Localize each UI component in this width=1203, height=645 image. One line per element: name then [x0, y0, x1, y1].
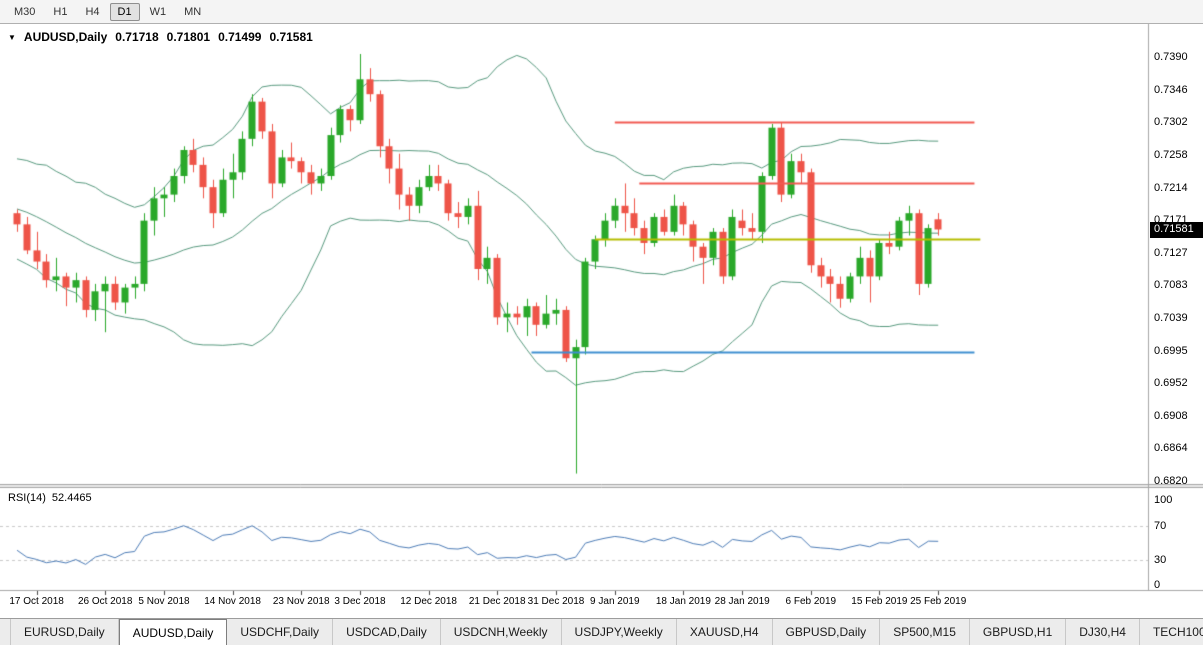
chart-window: ▼ AUDUSD,Daily 0.71718 0.71801 0.71499 0…	[0, 24, 1203, 618]
tab-dj30-h4[interactable]: DJ30,H4	[1066, 619, 1140, 645]
date-axis-label: 26 Oct 2018	[77, 596, 133, 607]
chart-high-value: 0.71801	[166, 30, 211, 44]
tab-gbpusd-daily[interactable]: GBPUSD,Daily	[773, 619, 881, 645]
price-axis-label: 0.6908	[1154, 409, 1188, 422]
period-button-h4[interactable]: H4	[85, 5, 100, 18]
chart-symbol-period: AUDUSD,Daily	[23, 30, 108, 44]
chart-title: ▼ AUDUSD,Daily 0.71718 0.71801 0.71499 0…	[8, 30, 313, 44]
date-axis-label: 14 Nov 2018	[204, 596, 261, 607]
period-button-h1[interactable]: H1	[53, 5, 68, 18]
tab-eurusd-daily[interactable]: EURUSD,Daily	[10, 619, 119, 645]
price-axis-label: 0.7039	[1154, 312, 1188, 325]
date-axis-label: 12 Dec 2018	[400, 596, 457, 607]
rsi-indicator-label: RSI(14) 52.4465	[8, 492, 92, 504]
date-axis-label: 3 Dec 2018	[334, 596, 386, 607]
timeframe-toolbar: M30 H1 H4 D1 W1 MN	[0, 0, 1203, 24]
price-axis-label: 0.6820	[1154, 475, 1188, 487]
date-axis-label: 18 Jan 2019	[655, 596, 711, 607]
current-price-badge: 0.71581	[1150, 221, 1203, 238]
date-axis-label: 25 Feb 2019	[910, 596, 967, 607]
period-button-mn[interactable]: MN	[184, 5, 202, 18]
date-axis-label: 6 Feb 2019	[785, 596, 837, 607]
price-chart-canvas[interactable]	[0, 24, 1203, 618]
date-axis-label: 21 Dec 2018	[468, 596, 526, 607]
price-axis-label: 0.7127	[1154, 246, 1188, 259]
price-axis-label: 0.7390	[1154, 51, 1188, 63]
rsi-value: 52.4465	[51, 492, 92, 504]
chart-tabs-bar: EURUSD,Daily AUDUSD,Daily USDCHF,Daily USDC…	[0, 618, 1203, 645]
rsi-axis-label: 30	[1154, 553, 1167, 566]
chart-dropdown-icon[interactable]: ▼	[8, 33, 16, 42]
price-axis-label: 0.6995	[1154, 344, 1188, 357]
date-axis-label: 5 Nov 2018	[138, 596, 190, 607]
rsi-axis-label: 0	[1154, 579, 1161, 591]
date-axis-label: 31 Dec 2018	[527, 596, 585, 607]
rsi-axis-label: 100	[1154, 494, 1173, 506]
date-axis-label: 15 Feb 2019	[851, 596, 908, 607]
tab-tech100-h4[interactable]: TECH100,H4	[1140, 619, 1203, 645]
tab-usdchf-daily[interactable]: USDCHF,Daily	[227, 619, 334, 645]
chart-low-value: 0.71499	[218, 30, 262, 44]
price-axis-label: 0.7171	[1154, 213, 1188, 226]
price-axis-label: 0.7258	[1154, 149, 1188, 162]
date-axis-label: 23 Nov 2018	[272, 596, 330, 607]
chart-open-value: 0.71718	[115, 30, 159, 44]
tab-xauusd-h4[interactable]: XAUUSD,H4	[677, 619, 773, 645]
price-axis-label: 0.7083	[1154, 279, 1188, 292]
tab-usdjpy-weekly[interactable]: USDJPY,Weekly	[562, 619, 677, 645]
rsi-axis-label: 70	[1154, 519, 1167, 532]
date-axis-label: 9 Jan 2019	[590, 596, 640, 607]
tab-audusd-daily[interactable]: AUDUSD,Daily	[118, 619, 228, 645]
date-axis-label: 17 Oct 2018	[9, 596, 64, 607]
period-button-w1[interactable]: W1	[149, 5, 167, 18]
tab-usdcnh-weekly[interactable]: USDCNH,Weekly	[441, 619, 562, 645]
date-axis-label: 28 Jan 2019	[714, 596, 770, 607]
price-axis-label: 0.7346	[1154, 83, 1188, 96]
price-axis-label: 0.7214	[1154, 181, 1188, 194]
period-button-m30[interactable]: M30	[14, 5, 36, 18]
tab-gbpusd-h1[interactable]: GBPUSD,H1	[970, 619, 1067, 645]
price-axis-label: 0.6952	[1154, 376, 1188, 389]
price-axis-label: 0.7302	[1154, 116, 1188, 129]
tab-usdcad-daily[interactable]: USDCAD,Daily	[333, 619, 441, 645]
chart-close-value: 0.71581	[269, 30, 313, 44]
price-axis-label: 0.6864	[1154, 442, 1188, 455]
tab-sp500-m15[interactable]: SP500,M15	[880, 619, 970, 645]
period-button-d1[interactable]: D1	[109, 2, 140, 21]
rsi-name: RSI(14)	[8, 492, 46, 504]
